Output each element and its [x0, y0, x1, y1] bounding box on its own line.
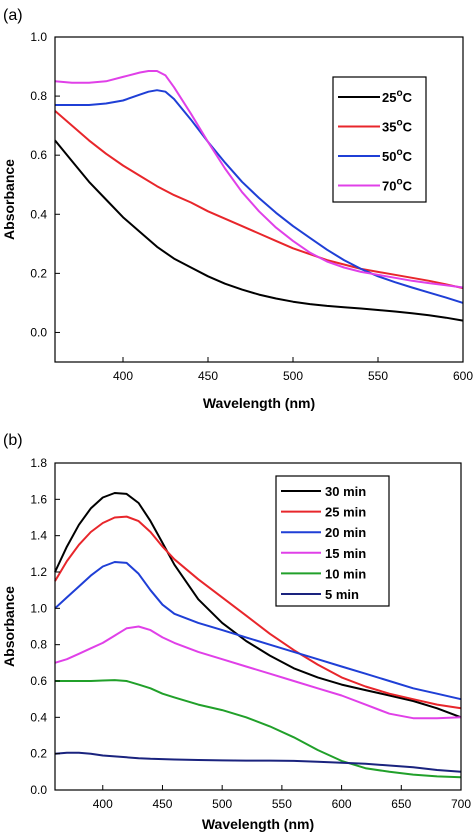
y-tick-label: 1.8 — [30, 456, 47, 470]
legend: 30 min 25 min 20 min 15 min 10 min 5 min — [275, 475, 390, 607]
chart-panel-1: (b) 400 450 500 550 600 650 700 0.0 0.2 0.4 0.6 0.8 1… — [1, 432, 471, 832]
series-line-2 — [55, 89, 464, 304]
legend-label-0: 25oC — [382, 88, 413, 105]
legend-label-unit: C — [403, 149, 413, 164]
legend-label-text: 30 min — [325, 484, 366, 499]
panel-label: (b) — [3, 432, 23, 449]
legend-label-0: 30 min — [325, 484, 366, 499]
y-tick-label: 0.8 — [30, 89, 47, 103]
series-line-3 — [54, 625, 462, 720]
x-tick-label: 650 — [391, 797, 411, 811]
y-tick-label: 0.6 — [30, 148, 47, 162]
y-tick-label: 0.8 — [30, 638, 47, 652]
y-tick-label: 1.0 — [30, 30, 47, 44]
x-axis-label: Wavelength (nm) — [203, 395, 315, 411]
y-tick-label: 0.0 — [30, 325, 47, 339]
series-group — [54, 70, 464, 322]
series-line-1 — [54, 515, 462, 710]
legend-label-3: 15 min — [325, 546, 366, 561]
series-line-1 — [54, 110, 464, 290]
legend-label-unit: C — [403, 90, 413, 105]
x-axis-label: Wavelength (nm) — [202, 816, 314, 832]
series-line-4 — [55, 679, 462, 779]
x-tick-label: 700 — [451, 797, 471, 811]
series-line-2 — [54, 561, 462, 701]
x-tick-label: 550 — [368, 369, 388, 383]
y-tick-label: 1.6 — [30, 492, 47, 506]
series-line-0 — [54, 139, 464, 322]
legend-label-text: 10 min — [325, 566, 366, 581]
legend-label-5: 5 min — [325, 587, 359, 602]
legend-label-text: 25 — [382, 90, 396, 105]
legend-label-text: 50 — [382, 149, 396, 164]
x-tick-label: 400 — [93, 797, 113, 811]
legend-label-degree: o — [396, 177, 402, 188]
legend-label-degree: o — [396, 118, 402, 129]
x-tick-label: 600 — [453, 369, 473, 383]
series-line-3 — [54, 70, 464, 289]
y-tick-label: 1.4 — [30, 529, 47, 543]
y-axis-label: Absorbance — [1, 586, 17, 667]
x-tick-label: 500 — [212, 797, 232, 811]
legend-label-1: 35oC — [382, 118, 413, 135]
y-tick-label: 1.2 — [30, 565, 47, 579]
legend-label-text: 5 min — [325, 587, 359, 602]
legend-label-unit: C — [403, 120, 413, 135]
y-tick-label: 0.2 — [30, 266, 47, 280]
y-tick-label: 0.4 — [30, 207, 47, 221]
legend-label-text: 70 — [382, 179, 396, 194]
y-tick-label: 0.4 — [30, 710, 47, 724]
x-tick-label: 400 — [113, 369, 133, 383]
y-tick-label: 0.2 — [30, 747, 47, 761]
legend-label-text: 25 min — [325, 505, 366, 520]
x-tick-label: 600 — [332, 797, 352, 811]
x-tick-label: 450 — [152, 797, 172, 811]
x-tick-label: 450 — [198, 369, 218, 383]
legend-label-degree: o — [396, 88, 402, 99]
plot-frame — [54, 36, 464, 363]
chart-panel-0: (a) 400 450 500 550 600 0.0 0.2 0.4 0.6 0.8 1.0 Wave… — [1, 7, 473, 411]
legend-label-2: 50oC — [382, 147, 413, 164]
legend-label-2: 20 min — [325, 525, 366, 540]
legend-label-text: 15 min — [325, 546, 366, 561]
legend-label-4: 10 min — [325, 566, 366, 581]
legend-label-3: 70oC — [382, 177, 413, 194]
legend-label-degree: o — [396, 147, 402, 158]
series-group — [54, 492, 462, 779]
legend-label-unit: C — [403, 179, 413, 194]
legend-label-1: 25 min — [325, 505, 366, 520]
legend-box — [275, 475, 390, 607]
series-line-5 — [54, 751, 462, 773]
y-axis-label: Absorbance — [1, 159, 17, 240]
panel-label: (a) — [3, 7, 23, 24]
plot-frame — [54, 462, 462, 791]
x-tick-label: 550 — [272, 797, 292, 811]
y-tick-label: 0.0 — [30, 783, 47, 797]
y-tick-label: 1.0 — [30, 601, 47, 615]
legend-label-text: 35 — [382, 120, 396, 135]
legend-label-text: 20 min — [325, 525, 366, 540]
series-line-0 — [54, 492, 462, 719]
legend-box — [332, 76, 427, 203]
x-tick-label: 500 — [283, 369, 303, 383]
y-tick-label: 0.6 — [30, 674, 47, 688]
